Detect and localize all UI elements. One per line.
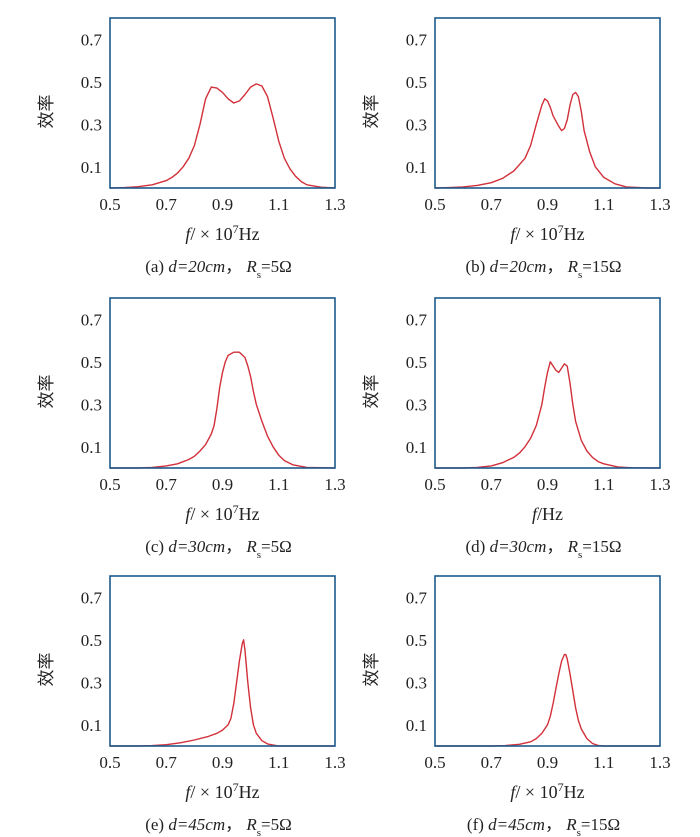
x-tick-label: 0.7 [481, 753, 503, 772]
x-axis-label: f/ × 107Hz [185, 502, 259, 524]
y-axis-label: 效率 [362, 95, 382, 129]
y-tick-label: 0.3 [406, 673, 427, 692]
y-tick-label: 0.5 [406, 73, 427, 92]
chart-panel-2: 0.1 0.3 0.5 0.7 0.5 0.7 0.9 1.1 1.3 效率 f/ × 107Hz (… [37, 297, 346, 561]
x-tick-label: 0.9 [537, 475, 558, 494]
y-tick-label: 0.5 [81, 73, 102, 92]
x-tick-label: 1.3 [324, 753, 345, 772]
x-axis-label: f/Hz [532, 504, 563, 524]
x-tick-label: 1.3 [324, 195, 345, 214]
panel-caption: (d) d=30cm， Rs=15Ω [465, 537, 621, 561]
y-axis-label: 效率 [37, 375, 57, 409]
chart-panel-0: 0.1 0.3 0.5 0.7 0.5 0.7 0.9 1.1 1.3 效率 f/ × 107Hz (… [37, 17, 346, 281]
efficiency-curve [110, 351, 336, 469]
x-tick-label: 0.9 [537, 753, 558, 772]
x-tick-label: 1.1 [593, 475, 614, 494]
x-tick-label: 0.9 [212, 195, 233, 214]
x-tick-label: 0.5 [424, 753, 445, 772]
x-tick-label: 0.7 [156, 475, 178, 494]
chart-panel-5: 0.1 0.3 0.5 0.7 0.5 0.7 0.9 1.1 1.3 效率 f/ × 107Hz (… [362, 575, 671, 837]
x-tick-label: 1.3 [649, 195, 670, 214]
y-tick-label: 0.1 [406, 716, 427, 735]
y-tick-label: 0.5 [406, 631, 427, 650]
y-tick-label: 0.7 [81, 30, 103, 49]
y-tick-label: 0.3 [81, 673, 102, 692]
chart-panel-3: 0.1 0.3 0.5 0.7 0.5 0.7 0.9 1.1 1.3 效率 f/Hz (d) d=3… [362, 297, 671, 561]
y-tick-label: 0.3 [406, 115, 427, 134]
efficiency-curve [109, 83, 336, 189]
plot-frame [434, 17, 661, 189]
x-axis-label: f/ × 107Hz [185, 222, 259, 244]
y-tick-label: 0.1 [81, 716, 102, 735]
y-tick-label: 0.7 [406, 310, 428, 329]
plot-frame [109, 297, 336, 469]
x-tick-label: 1.3 [324, 475, 345, 494]
x-tick-label: 0.9 [212, 475, 233, 494]
y-tick-label: 0.5 [406, 353, 427, 372]
y-tick-label: 0.1 [81, 158, 102, 177]
y-tick-label: 0.1 [406, 438, 427, 457]
y-tick-label: 0.7 [81, 588, 103, 607]
y-tick-label: 0.3 [81, 115, 102, 134]
x-axis-label: f/ × 107Hz [185, 780, 259, 802]
y-tick-label: 0.5 [81, 631, 102, 650]
y-tick-label: 0.7 [406, 30, 428, 49]
chart-panel-1: 0.1 0.3 0.5 0.7 0.5 0.7 0.9 1.1 1.3 效率 f/ × 107Hz (… [362, 17, 671, 281]
x-tick-label: 0.5 [424, 195, 445, 214]
y-axis-label: 效率 [362, 375, 382, 409]
y-tick-label: 0.3 [81, 395, 102, 414]
panel-caption: (b) d=20cm， Rs=15Ω [465, 257, 621, 281]
plot-frame [434, 297, 661, 469]
x-tick-label: 1.1 [593, 753, 614, 772]
x-tick-label: 1.3 [649, 753, 670, 772]
x-tick-label: 0.7 [156, 195, 178, 214]
x-tick-label: 1.3 [649, 475, 670, 494]
x-tick-label: 1.1 [268, 753, 289, 772]
y-tick-label: 0.5 [81, 353, 102, 372]
panel-caption: (a) d=20cm， Rs=5Ω [145, 257, 292, 281]
plot-frame [109, 17, 336, 189]
y-tick-label: 0.7 [81, 310, 103, 329]
plot-frame [434, 575, 661, 747]
x-tick-label: 0.9 [537, 195, 558, 214]
x-tick-label: 0.7 [481, 475, 503, 494]
chart-panel-4: 0.1 0.3 0.5 0.7 0.5 0.7 0.9 1.1 1.3 效率 f/ × 107Hz (… [37, 575, 346, 837]
efficiency-curve [110, 639, 335, 747]
y-tick-label: 0.1 [81, 438, 102, 457]
x-tick-label: 1.1 [268, 195, 289, 214]
x-tick-label: 0.5 [424, 475, 445, 494]
x-tick-label: 0.7 [156, 753, 178, 772]
x-tick-label: 0.7 [481, 195, 503, 214]
efficiency-curve [435, 653, 660, 747]
y-axis-label: 效率 [37, 95, 57, 129]
panel-caption: (c) d=30cm， Rs=5Ω [145, 537, 292, 561]
x-tick-label: 0.5 [99, 753, 120, 772]
x-tick-label: 0.5 [99, 195, 120, 214]
x-tick-label: 1.1 [593, 195, 614, 214]
y-tick-label: 0.7 [406, 588, 428, 607]
efficiency-curve [434, 91, 660, 189]
x-axis-label: f/ × 107Hz [510, 222, 584, 244]
panel-caption: (e) d=45cm， Rs=5Ω [145, 815, 292, 837]
y-axis-label: 效率 [37, 653, 57, 687]
x-tick-label: 0.9 [212, 753, 233, 772]
efficiency-curve [435, 361, 661, 469]
x-tick-label: 0.5 [99, 475, 120, 494]
x-tick-label: 1.1 [268, 475, 289, 494]
y-tick-label: 0.1 [406, 158, 427, 177]
plot-frame [109, 575, 336, 747]
panel-caption: (f) d=45cm， Rs=15Ω [467, 815, 620, 837]
y-tick-label: 0.3 [406, 395, 427, 414]
x-axis-label: f/ × 107Hz [510, 780, 584, 802]
y-axis-label: 效率 [362, 653, 382, 687]
